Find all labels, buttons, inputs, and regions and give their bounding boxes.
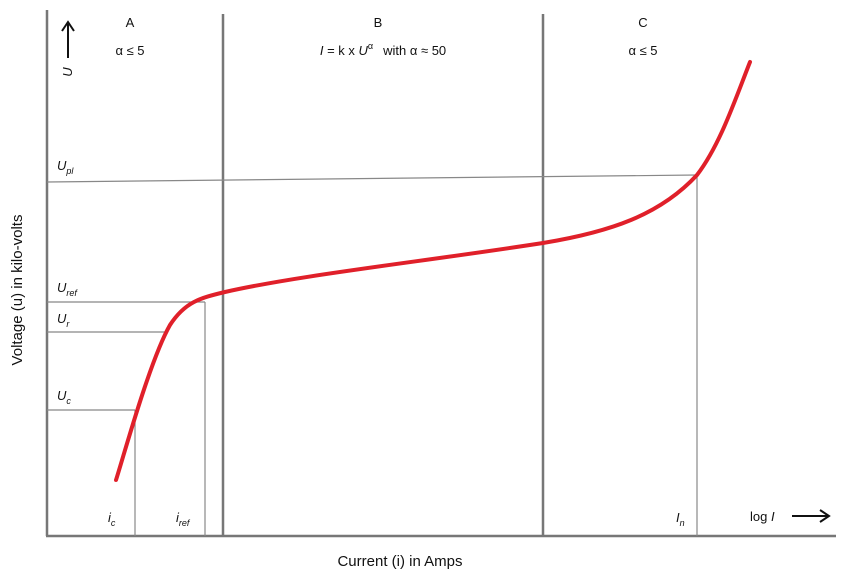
- formula-part: with α ≈ 50: [382, 43, 446, 58]
- region-label: B: [374, 15, 383, 30]
- label-sub: ref: [179, 518, 191, 528]
- label-prefix: log: [750, 509, 771, 524]
- current-label: ic: [108, 510, 116, 528]
- region-formula: I = k x Uα with α ≈ 50: [320, 41, 446, 58]
- label-sub: r: [66, 319, 70, 329]
- x-arrow-label: log I: [750, 509, 775, 524]
- formula-part: U: [359, 43, 369, 58]
- label-main: U: [57, 388, 67, 403]
- region-formula: α ≤ 5: [628, 43, 657, 58]
- y-axis-title: Voltage (u) in kilo-volts: [9, 215, 26, 366]
- label-main: U: [57, 311, 67, 326]
- level-label: Upl: [57, 158, 74, 176]
- y-arrow-label: U: [60, 67, 75, 77]
- label-main: I: [676, 510, 680, 525]
- label-var: I: [771, 509, 775, 524]
- level-label: Uref: [57, 280, 78, 298]
- formula-part: = k x: [323, 43, 358, 58]
- label-sub: c: [111, 518, 116, 528]
- level-label: Uc: [57, 388, 71, 406]
- label-sub: ref: [66, 288, 78, 298]
- level-label: Ur: [57, 311, 70, 329]
- label-sub: n: [680, 518, 685, 528]
- current-label: iref: [176, 510, 191, 528]
- region-label: C: [638, 15, 647, 30]
- label-main: U: [57, 158, 67, 173]
- label-main: U: [57, 280, 67, 295]
- region-formula: α ≤ 5: [115, 43, 144, 58]
- label-main: i: [108, 510, 112, 525]
- region-label: A: [126, 15, 135, 30]
- label-main: i: [176, 510, 180, 525]
- formula-part: α: [368, 41, 373, 51]
- vi-curve: [114, 60, 752, 482]
- x-axis-title: Current (i) in Amps: [337, 553, 462, 570]
- arrow-head: [61, 20, 75, 32]
- level-line: [46, 174, 698, 183]
- arrow-head: [819, 509, 831, 523]
- label-sub: c: [66, 396, 71, 406]
- label-sub: pl: [65, 166, 74, 176]
- formula-part: I: [320, 43, 324, 58]
- current-label: In: [676, 510, 685, 528]
